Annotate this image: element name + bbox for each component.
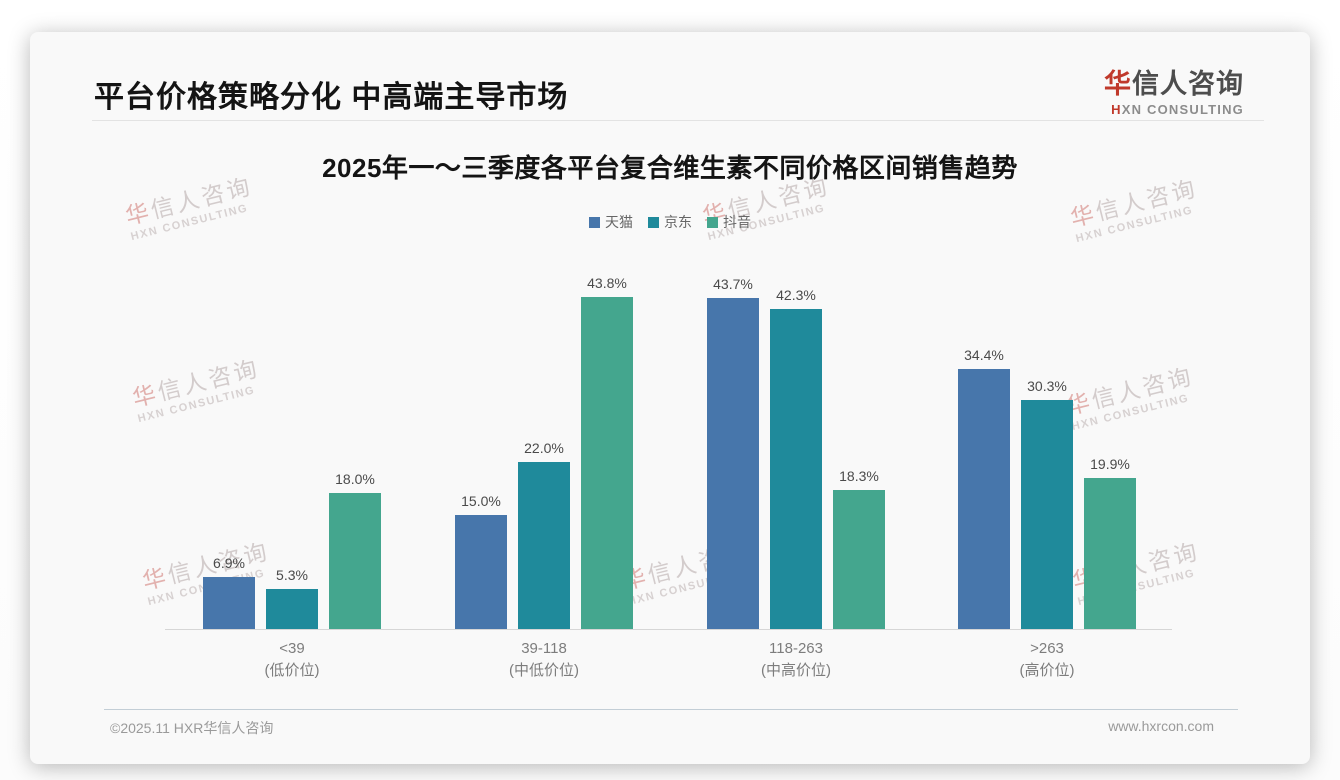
footer-divider bbox=[104, 709, 1238, 710]
bar-抖音-<39 bbox=[329, 493, 381, 629]
x-axis-label: <39 (低价位) bbox=[264, 640, 320, 679]
legend-item-天猫: 天猫 bbox=[589, 212, 633, 232]
bar-value: 18.3% bbox=[839, 468, 879, 484]
legend-swatch bbox=[589, 216, 600, 228]
x-axis-label: 39-118 (中低价位) bbox=[509, 640, 579, 679]
logo-cn-rest: 信人咨询 bbox=[1132, 69, 1244, 99]
bar-value: 19.9% bbox=[1090, 456, 1130, 472]
legend-label: 天猫 bbox=[605, 214, 633, 230]
legend-label: 抖音 bbox=[723, 214, 751, 230]
logo-en-first: H bbox=[1111, 102, 1122, 117]
bar-抖音->263 bbox=[1084, 478, 1136, 629]
x-axis-label: >263 (高价位) bbox=[1019, 640, 1075, 679]
bar-京东-39-118 bbox=[518, 462, 570, 629]
bar-京东->263 bbox=[1021, 400, 1073, 629]
chart-legend: 天猫 京东 抖音 bbox=[30, 212, 1310, 232]
bar-value: 34.4% bbox=[964, 347, 1004, 363]
bar-value: 42.3% bbox=[776, 287, 816, 303]
bar-抖音-39-118 bbox=[581, 297, 633, 629]
bar-京东-118-263 bbox=[770, 309, 822, 629]
bar-天猫-<39 bbox=[203, 577, 255, 629]
plot-area: 6.9% 5.3% 18.0% <39 (低价位) 15.0% 22.0% 43.8% 39-1… bbox=[30, 32, 1310, 764]
bar-value: 43.7% bbox=[713, 276, 753, 292]
bar-抖音-118-263 bbox=[833, 490, 885, 629]
legend-item-京东: 京东 bbox=[648, 212, 692, 232]
bar-value: 22.0% bbox=[524, 440, 564, 456]
bar-value: 30.3% bbox=[1027, 378, 1067, 394]
bar-天猫-118-263 bbox=[707, 298, 759, 629]
logo-cn-text: 华信人咨询 bbox=[1104, 62, 1244, 101]
bar-京东-<39 bbox=[266, 589, 318, 629]
legend-label: 京东 bbox=[664, 214, 692, 230]
legend-swatch bbox=[707, 216, 718, 228]
logo-en-rest: XN CONSULTING bbox=[1121, 102, 1244, 117]
bar-天猫-39-118 bbox=[455, 515, 507, 629]
logo-cn-first: 华 bbox=[1104, 69, 1132, 99]
slide-card: 华信人咨询 HXN CONSULTING 华信人咨询 HXN CONSULTING 华信… bbox=[30, 32, 1310, 764]
legend-swatch bbox=[648, 216, 659, 228]
x-axis-label: 118-263 (中高价位) bbox=[761, 640, 831, 679]
footer-copyright: ©2025.11 HXR华信人咨询 bbox=[110, 720, 274, 736]
company-logo: 华信人咨询 HXN CONSULTING bbox=[1104, 62, 1244, 117]
chart-title: 2025年一～三季度各平台复合维生素不同价格区间销售趋势 bbox=[322, 153, 1018, 183]
bar-天猫->263 bbox=[958, 369, 1010, 629]
bar-value: 6.9% bbox=[213, 555, 245, 571]
page-title: 平台价格策略分化 中高端主导市场 bbox=[94, 81, 569, 114]
header-divider bbox=[92, 120, 1264, 121]
bar-value: 5.3% bbox=[276, 567, 308, 583]
bar-value: 15.0% bbox=[461, 493, 501, 509]
bar-value: 43.8% bbox=[587, 275, 627, 291]
bar-value: 18.0% bbox=[335, 471, 375, 487]
footer-website: www.hxrcon.com bbox=[1108, 718, 1214, 734]
x-axis-line bbox=[165, 629, 1172, 630]
legend-item-抖音: 抖音 bbox=[707, 212, 751, 232]
logo-en-text: HXN CONSULTING bbox=[1104, 102, 1244, 117]
